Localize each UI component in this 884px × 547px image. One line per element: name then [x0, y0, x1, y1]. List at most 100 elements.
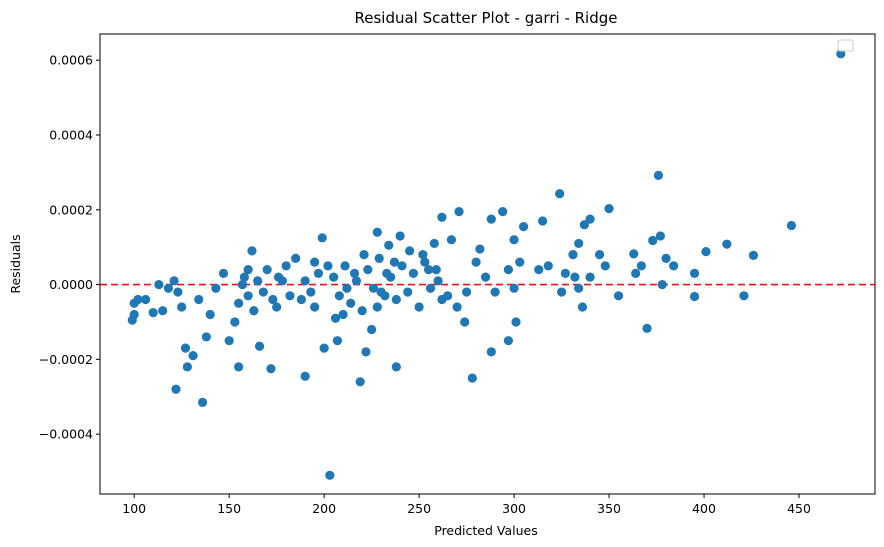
scatter-point	[389, 257, 400, 267]
scatter-point	[182, 362, 192, 372]
scatter-point	[249, 306, 259, 316]
scatter-points	[127, 49, 846, 480]
scatter-point	[243, 265, 253, 275]
scatter-point	[368, 283, 379, 293]
scatter-point	[258, 287, 268, 297]
scatter-point	[247, 246, 257, 256]
scatter-point	[577, 302, 588, 312]
scatter-point	[585, 214, 595, 224]
scatter-point	[296, 294, 306, 305]
scatter-point	[636, 261, 646, 271]
scatter-point	[372, 302, 382, 312]
y-tick-label: −0.0004	[39, 427, 93, 442]
scatter-point	[460, 317, 470, 327]
scatter-point	[648, 235, 658, 246]
scatter-point	[254, 341, 265, 351]
scatter-point	[332, 336, 343, 346]
scatter-point	[323, 261, 333, 271]
scatter-point	[380, 291, 390, 301]
scatter-point	[129, 298, 139, 308]
scatter-point	[534, 265, 544, 275]
scatter-point	[340, 261, 350, 271]
scatter-point	[306, 287, 316, 297]
scatter-point	[594, 250, 605, 260]
y-tick-label: 0.0000	[49, 277, 93, 292]
plot-area-frame	[99, 33, 876, 495]
scatter-point	[351, 276, 362, 286]
scatter-point	[266, 364, 276, 374]
scatter-point	[537, 216, 548, 226]
scatter-point	[486, 347, 496, 357]
scatter-point	[631, 268, 641, 278]
scatter-point	[475, 244, 485, 254]
scatter-point	[361, 347, 371, 357]
scatter-point	[363, 265, 373, 275]
scatter-point	[355, 377, 365, 387]
y-axis-label: Residuals	[8, 234, 23, 293]
scatter-point	[689, 291, 700, 302]
scatter-point	[403, 287, 413, 297]
legend-box	[837, 39, 854, 52]
scatter-point	[285, 291, 295, 301]
scatter-point	[585, 272, 595, 282]
scatter-point	[701, 247, 711, 257]
y-axis: −0.0004 −0.0002 0.0000 0.0002 0.0004 0.0006	[39, 53, 100, 442]
y-tick-label: −0.0002	[39, 352, 93, 367]
x-axis-label: Predicted Values	[434, 523, 538, 538]
scatter-point	[509, 235, 519, 245]
scatter-point	[148, 308, 158, 318]
scatter-point	[359, 250, 369, 260]
scatter-point	[431, 265, 441, 275]
scatter-point	[277, 276, 287, 286]
scatter-point	[384, 240, 394, 250]
scatter-point	[357, 306, 367, 316]
scatter-point	[408, 268, 419, 278]
x-tick-label: 250	[407, 501, 431, 516]
scatter-point	[201, 332, 211, 342]
scatter-point	[579, 220, 589, 230]
scatter-point	[604, 204, 614, 214]
scatter-point	[454, 207, 464, 217]
scatter-point	[653, 170, 664, 180]
scatter-point	[420, 257, 430, 267]
scatter-point	[234, 298, 244, 308]
scatter-point	[367, 324, 377, 335]
scatter-point	[386, 272, 396, 282]
scatter-point	[169, 276, 179, 286]
x-tick-label: 400	[692, 501, 716, 516]
scatter-point	[748, 250, 759, 260]
y-tick-label: 0.0004	[49, 127, 93, 142]
scatter-point	[397, 261, 407, 271]
scatter-point	[313, 268, 324, 278]
y-tick-label: 0.0002	[49, 202, 93, 217]
scatter-point	[391, 294, 401, 305]
scatter-point	[509, 283, 519, 293]
scatter-point	[342, 283, 352, 293]
scatter-point	[467, 373, 477, 383]
x-tick-label: 100	[122, 501, 146, 516]
scatter-point	[218, 268, 229, 278]
scatter-point	[180, 343, 191, 353]
x-axis: 100 150 200 250 300 350 400 450	[122, 494, 811, 516]
scatter-point	[372, 227, 382, 237]
scatter-point	[836, 49, 846, 59]
scatter-point	[642, 323, 652, 333]
scatter-point	[188, 351, 198, 361]
scatter-point	[319, 343, 329, 353]
scatter-point	[127, 315, 137, 325]
scatter-point	[268, 294, 278, 305]
x-tick-label: 300	[502, 501, 526, 516]
scatter-point	[230, 317, 240, 327]
scatter-point	[253, 276, 263, 286]
scatter-point	[194, 294, 204, 305]
scatter-point	[330, 313, 341, 323]
scatter-point	[239, 272, 249, 282]
scatter-point	[555, 189, 565, 199]
scatter-point	[629, 249, 639, 259]
scatter-point	[560, 268, 570, 278]
scatter-point	[515, 257, 525, 267]
scatter-point	[317, 233, 327, 243]
scatter-point	[503, 336, 513, 346]
x-tick-label: 200	[312, 501, 336, 516]
